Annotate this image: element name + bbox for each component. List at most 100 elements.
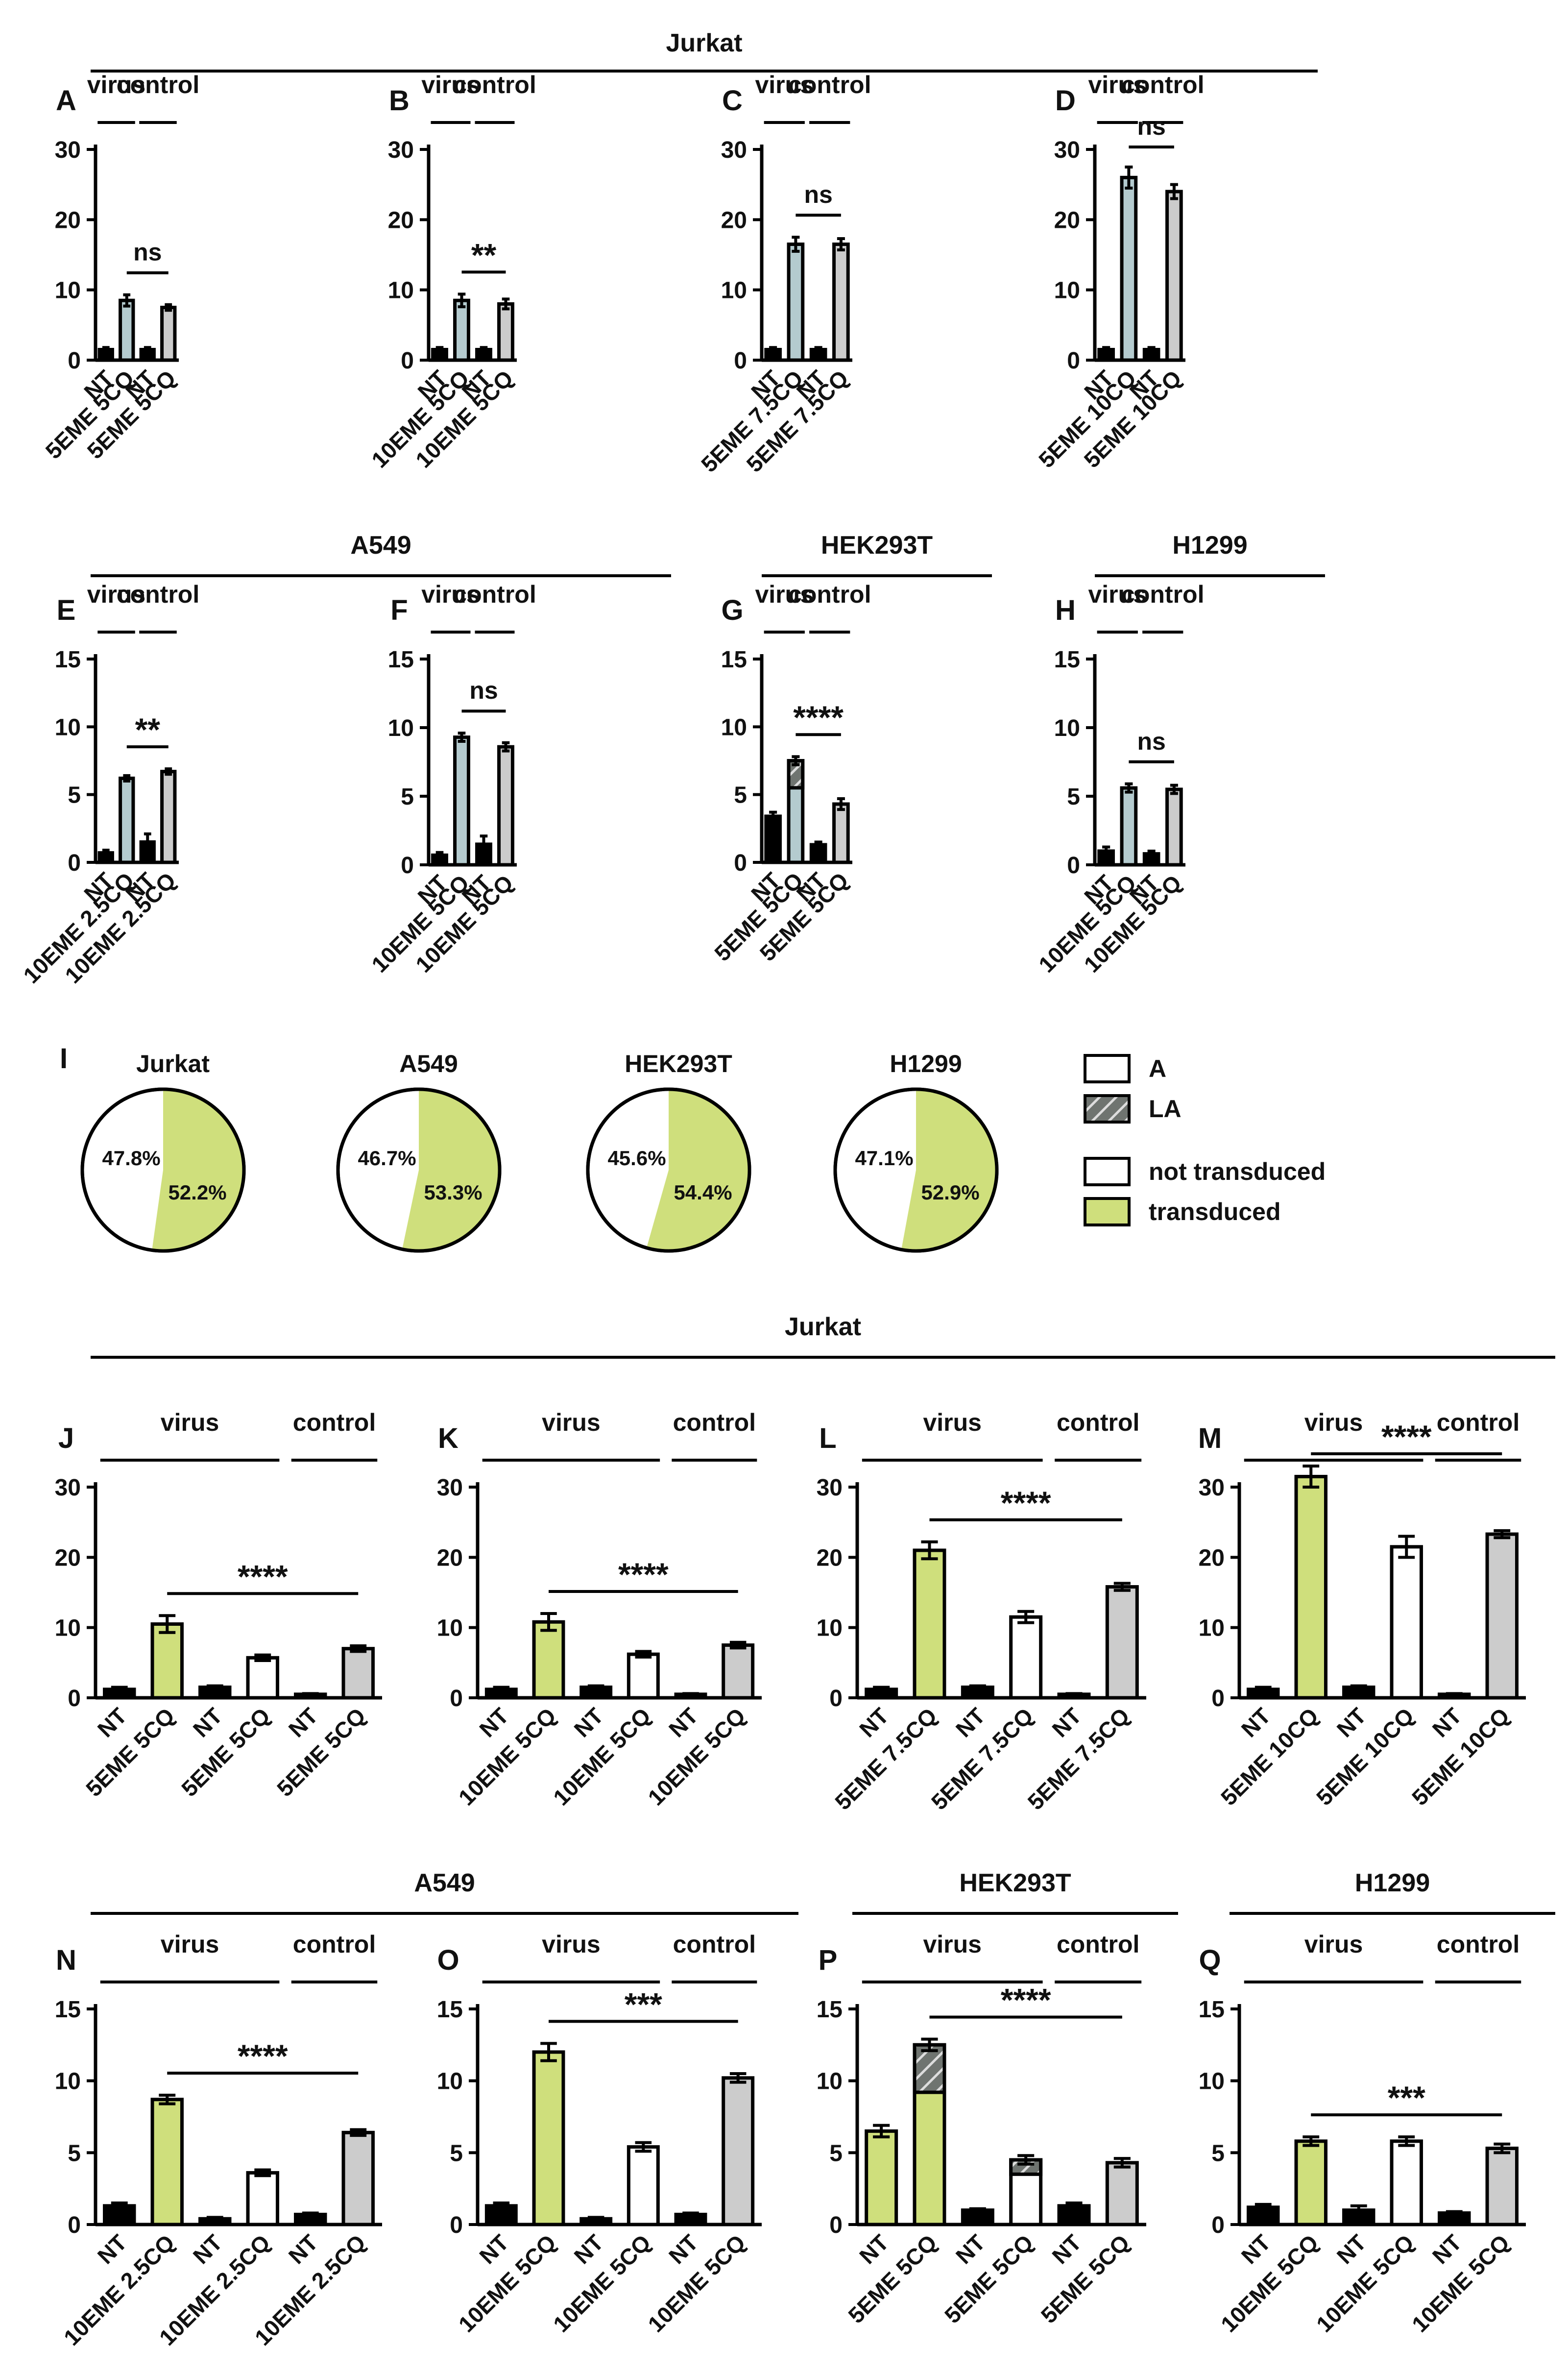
group-label-virus: virus (542, 1931, 601, 1958)
y-tick-label: 0 (734, 348, 747, 374)
y-tick-label: 5 (450, 2140, 463, 2166)
x-tick-label: NT (951, 2229, 990, 2269)
pie-title: Jurkat (136, 1050, 210, 1077)
panel-label: Q (1199, 1944, 1221, 1976)
pie-slice-transduced (152, 1089, 244, 1251)
y-tick-label: 5 (68, 2140, 81, 2166)
y-tick-label: 0 (1067, 348, 1080, 374)
y-tick-label: 15 (55, 1997, 81, 2023)
y-tick-label: 15 (1199, 1997, 1225, 2023)
y-tick-label: 15 (721, 647, 747, 673)
chart-layer: Jurkat A549 HEK293T H1299 Jurkat A549 HEK293T H… (18, 29, 1555, 2350)
significance-label: **** (238, 2038, 288, 2074)
y-tick-label: 0 (829, 1686, 843, 1712)
y-tick-label: 5 (734, 783, 747, 808)
bar (913, 1548, 946, 1700)
y-tick-label: 30 (388, 137, 414, 163)
group-label-virus: virus (87, 71, 146, 98)
bar (1485, 1532, 1519, 1700)
legend-label: A (1149, 1055, 1166, 1082)
bar (787, 243, 805, 362)
x-tick-label: NT (93, 1703, 132, 1742)
group-label-control: control (1437, 1931, 1520, 1958)
y-tick-label: 30 (1199, 1475, 1225, 1501)
group-label-virus: virus (923, 1409, 982, 1436)
cell-line-title: HEK293T (821, 531, 933, 560)
y-tick-label: 10 (817, 1615, 843, 1641)
y-tick-label: 10 (1054, 715, 1080, 741)
bar (1294, 2139, 1327, 2226)
x-tick-label: NT (1236, 1703, 1276, 1742)
pie-slice-transduced (646, 1089, 749, 1251)
pie-slice-transduced (901, 1089, 997, 1251)
cell-line-title: A549 (350, 531, 411, 560)
y-tick-label: 30 (817, 1475, 843, 1501)
bar (1294, 1475, 1327, 1700)
group-label-control: control (788, 71, 871, 98)
group-label-virus: virus (542, 1409, 601, 1436)
panel-label: N (56, 1944, 76, 1976)
x-tick-label: NT (1427, 1703, 1467, 1742)
panel-label: P (819, 1944, 838, 1976)
cell-line-title: H1299 (1355, 1869, 1430, 1897)
cell-line-header: H1299 (1095, 531, 1325, 577)
y-tick-label: 20 (55, 1545, 81, 1571)
y-tick-label: 5 (1067, 784, 1080, 810)
y-tick-label: 0 (734, 850, 747, 876)
bar (1165, 787, 1183, 867)
pie-outline (80, 1087, 246, 1253)
x-tick-label: 5EME 5CQ (843, 2229, 941, 2328)
y-tick-label: 30 (55, 137, 81, 163)
x-tick-label: NT (1047, 2229, 1086, 2269)
significance-label: **** (618, 1556, 669, 1592)
pie-outline (833, 1087, 999, 1253)
pie-label-transduced: 52.9% (921, 1181, 979, 1204)
bar (119, 776, 135, 864)
pie-chart: Jurkat 52.2% 47.8% (80, 1050, 246, 1253)
bar (1342, 2208, 1375, 2226)
panel-label: O (437, 1944, 459, 1976)
group-label-control: control (453, 71, 536, 98)
pie-label-transduced: 54.4% (674, 1181, 732, 1204)
group-label-control: control (117, 581, 199, 608)
bar (764, 814, 782, 864)
cell-line-header: HEK293T (852, 1869, 1178, 1915)
bar (1009, 1615, 1043, 1700)
bar (453, 735, 470, 867)
y-tick-label: 20 (437, 1545, 463, 1571)
panel-label: L (819, 1422, 836, 1454)
bar (1390, 1545, 1423, 1700)
bar (160, 306, 177, 362)
pie-chart: H1299 52.9% 47.1% (833, 1050, 999, 1253)
bar (1485, 2147, 1519, 2226)
y-tick-label: 10 (388, 278, 414, 304)
group-label-control: control (673, 1409, 756, 1436)
significance-label: **** (1381, 1419, 1432, 1455)
y-tick-label: 0 (829, 2212, 843, 2238)
legend-swatch (1084, 1157, 1131, 1186)
pie-label-not-transduced: 47.8% (102, 1147, 160, 1170)
x-tick-label: NT (951, 1703, 990, 1742)
bar (497, 745, 514, 867)
y-tick-label: 5 (829, 2140, 843, 2166)
legend-swatch (1084, 1054, 1131, 1083)
group-label-virus: virus (755, 581, 814, 608)
pie-title: H1299 (890, 1050, 962, 1077)
x-tick-label: NT (188, 1703, 227, 1742)
y-tick-label: 10 (55, 714, 81, 740)
cell-line-header: Jurkat (91, 29, 1318, 73)
y-tick-label: 30 (1054, 137, 1080, 163)
legend: A LA not transduced transduced (1084, 1054, 1326, 1226)
cell-line-title: A549 (414, 1869, 475, 1897)
x-tick-label: NT (664, 2229, 703, 2269)
x-tick-label: NT (93, 2229, 132, 2269)
group-label-virus: virus (1088, 581, 1147, 608)
